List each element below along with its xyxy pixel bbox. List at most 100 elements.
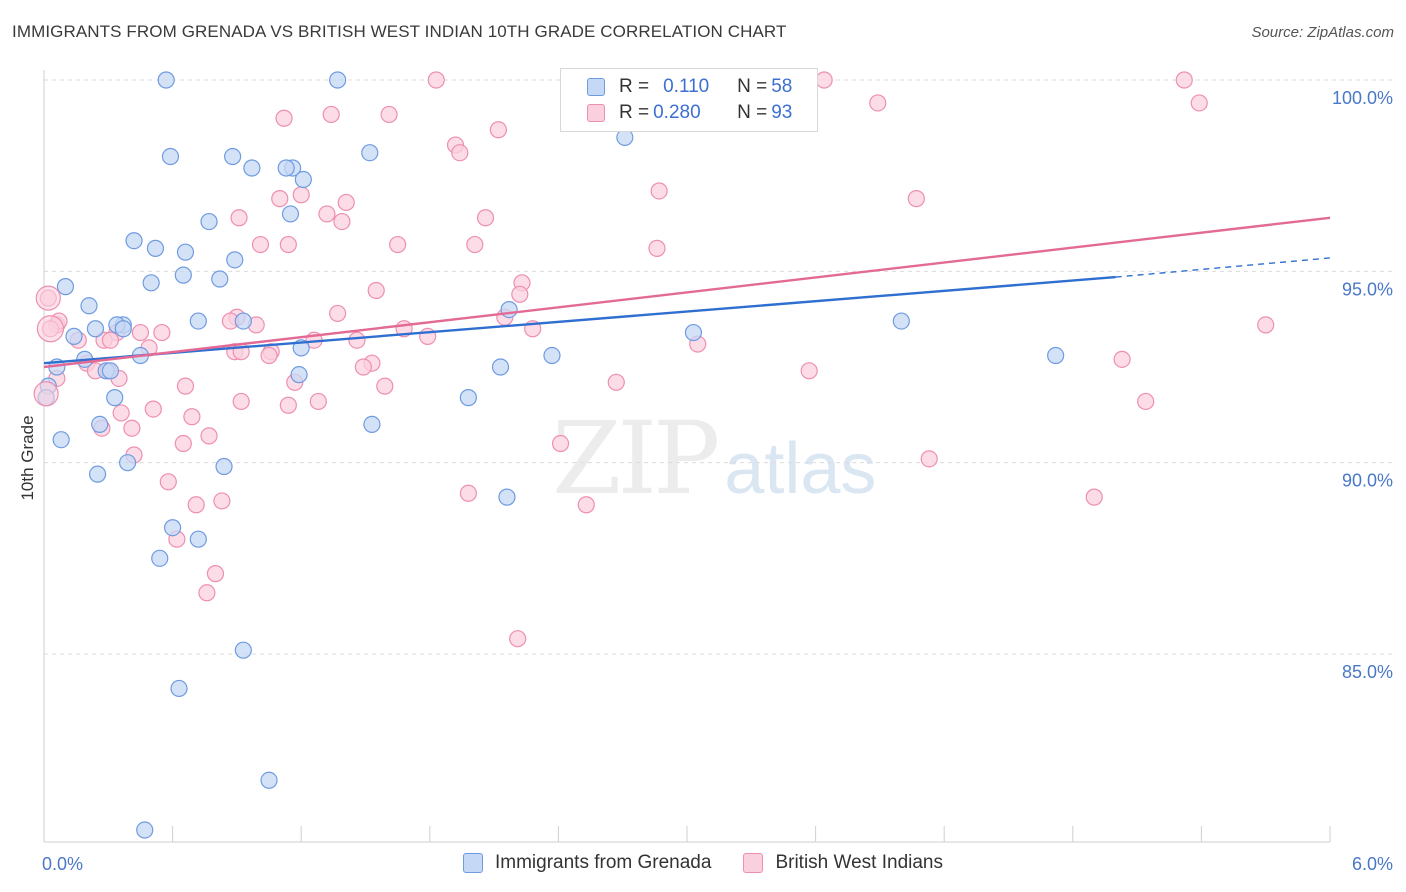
trendline-extension-grenada [1115, 257, 1331, 278]
point-grenada [65, 327, 83, 345]
point-bwi [451, 144, 469, 162]
y-tick-label: 95.0% [1342, 279, 1393, 299]
point-bwi-cluster [35, 285, 61, 311]
point-bwi [354, 358, 372, 376]
point-grenada [543, 346, 561, 365]
point-grenada [88, 465, 107, 483]
point-bwi [1190, 94, 1208, 112]
point-bwi [318, 205, 336, 223]
point-grenada [459, 389, 477, 407]
point-grenada [101, 362, 120, 380]
point-bwi [607, 373, 625, 391]
point-bwi [159, 473, 177, 491]
point-bwi [144, 400, 162, 418]
point-grenada [224, 147, 242, 166]
point-grenada [200, 212, 218, 231]
legend-n-value: 58 [771, 76, 793, 97]
point-bwi [509, 630, 527, 648]
point-bwi [230, 209, 248, 227]
legend-r-value: 0.280 [653, 102, 701, 123]
point-grenada [361, 144, 379, 162]
point-grenada [234, 312, 252, 330]
point-bwi [907, 190, 925, 208]
point-bwi [292, 186, 310, 204]
bottom-legend-item-grenada: Immigrants from Grenada [462, 852, 711, 874]
point-bwi [348, 331, 366, 349]
trendline-bwi [43, 216, 1331, 369]
point-bwi [101, 331, 120, 349]
point-bwi [650, 182, 668, 200]
point-bwi [123, 419, 141, 437]
chart-title: IMMIGRANTS FROM GRENADA VS BRITISH WEST … [12, 22, 787, 41]
point-grenada [142, 274, 160, 292]
point-bwi [476, 209, 495, 227]
point-bwi [198, 584, 216, 602]
legend-swatch-grenada [587, 78, 605, 96]
point-bwi [577, 496, 595, 514]
legend-swatch-bwi [587, 104, 605, 122]
point-bwi [648, 239, 666, 257]
point-grenada [91, 415, 109, 433]
point-bwi [183, 408, 201, 426]
point-grenada [189, 530, 207, 548]
point-bwi [1113, 350, 1131, 368]
point-bwi [920, 450, 938, 468]
point-grenada [892, 312, 910, 330]
point-bwi [309, 392, 327, 411]
y-axis-label: 10th Grade [18, 415, 37, 500]
point-grenada [170, 679, 188, 698]
point-bwi [322, 105, 340, 124]
point-bwi [815, 71, 833, 89]
point-grenada [86, 320, 105, 338]
point-bwi [176, 377, 195, 395]
point-grenada [164, 519, 182, 537]
point-bwi [380, 105, 398, 124]
point-bwi [389, 235, 407, 254]
x-tick-label: 0.0% [42, 854, 83, 874]
point-grenada [118, 454, 137, 472]
point-bwi [279, 396, 297, 414]
legend-row-grenada: R = 0.110 N = 58 [587, 74, 792, 100]
point-grenada [290, 366, 308, 384]
point-bwi [200, 427, 218, 445]
point-grenada [294, 170, 312, 189]
point-bwi [551, 434, 570, 453]
point-bwi [271, 190, 289, 208]
bottom-legend-label-bwi: British West Indians [775, 852, 944, 873]
point-grenada [1047, 346, 1065, 365]
legend-r-value: 0.110 [663, 76, 710, 97]
point-bwi [337, 193, 355, 212]
point-bwi [206, 565, 225, 583]
point-grenada [52, 431, 70, 449]
legend-r-label: R = [619, 76, 650, 97]
point-bwi [869, 94, 887, 112]
point-bwi [489, 121, 507, 139]
point-bwi [279, 235, 297, 254]
legend: R = 0.110 N = 58 R = 0.280 N = 93 [560, 68, 818, 132]
point-grenada [260, 771, 278, 789]
point-bwi [275, 109, 293, 127]
point-grenada [56, 278, 75, 296]
point-bwi [232, 392, 250, 411]
y-tick-label: 90.0% [1342, 471, 1393, 491]
point-grenada [125, 232, 143, 250]
point-grenada [189, 312, 207, 330]
watermark-atlas: atlas [724, 429, 877, 509]
point-grenada [281, 205, 300, 223]
y-tick-label: 100.0% [1332, 88, 1393, 108]
point-grenada [684, 323, 703, 342]
point-grenada [174, 266, 192, 284]
point-bwi [251, 235, 270, 254]
point-bwi [260, 346, 278, 365]
point-grenada [114, 320, 132, 338]
bottom-legend: Immigrants from Grenada British West Ind… [0, 852, 1406, 874]
point-grenada [106, 389, 124, 407]
point-bwi [329, 304, 347, 323]
point-grenada [136, 821, 154, 839]
point-bwi [333, 212, 351, 231]
point-bwi-cluster [36, 315, 65, 343]
point-bwi [112, 404, 130, 422]
point-grenada [498, 488, 516, 506]
point-grenada [211, 270, 229, 288]
point-grenada [491, 358, 510, 376]
